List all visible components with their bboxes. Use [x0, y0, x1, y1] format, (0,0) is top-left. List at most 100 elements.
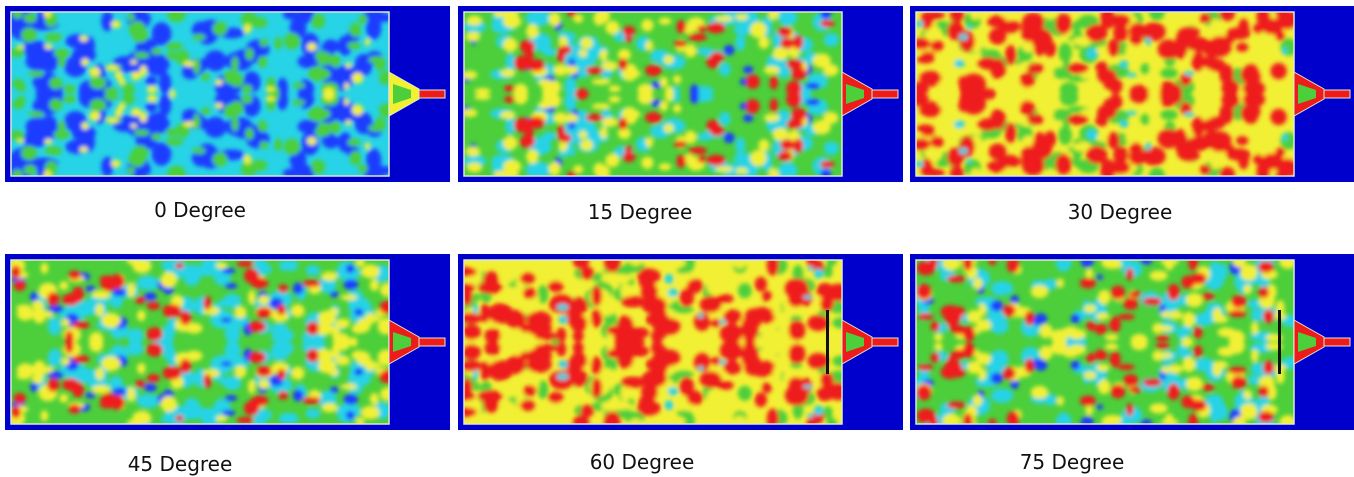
contour-blob: [1262, 360, 1275, 375]
contour-blob: [697, 366, 704, 372]
contour-blob: [1221, 91, 1240, 109]
contour-blob: [630, 418, 642, 424]
contour-blob: [505, 114, 516, 136]
contour-blob: [958, 147, 969, 155]
contour-blob: [158, 94, 172, 116]
contour-blob: [527, 59, 545, 72]
contour-blob: [91, 290, 111, 299]
contour-blob: [212, 21, 228, 36]
contour-blob: [1167, 283, 1180, 301]
contour-blob: [697, 155, 707, 163]
contour-blob: [127, 281, 136, 298]
contour-blob: [23, 164, 37, 176]
contour-blob: [88, 66, 101, 77]
contour-blob: [601, 117, 618, 127]
contour-blob: [673, 140, 687, 148]
contour-blob: [715, 166, 733, 173]
contour-blob: [706, 22, 726, 34]
contour-blob: [591, 78, 611, 85]
contour-blob: [556, 373, 569, 381]
contour-blob: [465, 33, 474, 41]
contour-blob: [499, 400, 509, 412]
contour-blob: [590, 308, 602, 328]
contour-blob: [53, 48, 71, 59]
outlet-core: [1298, 332, 1316, 352]
contour-blob: [777, 27, 793, 37]
contour-blob: [1186, 136, 1212, 152]
contour-blob: [1181, 339, 1194, 347]
contour-blob: [1199, 164, 1212, 175]
contour-blob: [358, 14, 368, 25]
contour-blob: [164, 137, 184, 146]
contour-blob: [127, 419, 137, 424]
contour-blob: [723, 309, 742, 324]
contour-blob: [580, 37, 593, 49]
contour-blob: [464, 267, 477, 277]
contour-blob: [1188, 260, 1199, 271]
contour-blob: [329, 291, 339, 298]
contour-blob: [978, 56, 998, 70]
contour-blob: [916, 37, 931, 50]
contour-blob: [505, 52, 516, 74]
contour-blob: [558, 45, 572, 55]
contour-blob: [1181, 12, 1200, 21]
contour-blob: [503, 159, 522, 173]
contour-blob: [47, 348, 62, 368]
contour-blob: [474, 93, 491, 100]
contour-blob: [659, 100, 668, 112]
contour-blob: [1032, 315, 1042, 326]
contour-blob: [942, 413, 961, 424]
contour-blob: [274, 36, 283, 50]
contour-blob: [1082, 94, 1092, 105]
contour-blob: [95, 367, 104, 381]
contour-blob: [1030, 28, 1053, 50]
contour-blob: [282, 12, 301, 20]
contour-blob: [1086, 48, 1098, 59]
contour-blob: [179, 358, 192, 374]
contour-blob: [1190, 399, 1207, 412]
contour-blob: [355, 417, 365, 424]
contour-blob: [333, 336, 351, 351]
contour-panel-0-degree: [5, 6, 450, 182]
contour-blob: [1281, 46, 1288, 56]
contour-blob: [1083, 371, 1097, 380]
contour-blob: [929, 260, 938, 269]
contour-blob: [1020, 22, 1036, 42]
contour-blob: [624, 35, 633, 43]
contour-blob: [1140, 62, 1150, 75]
contour-blob: [1030, 385, 1049, 399]
contour-blob: [743, 114, 754, 123]
contour-blob: [812, 120, 831, 135]
contour-blob: [1056, 396, 1064, 406]
contour-blob: [966, 25, 972, 30]
contour-blob: [1191, 116, 1205, 137]
contour-blob: [916, 384, 932, 401]
contour-blob: [283, 138, 301, 156]
contour-blob: [1232, 416, 1247, 424]
contour-panel-30-degree: [910, 6, 1354, 182]
contour-blob: [1117, 313, 1135, 320]
contour-panel-75-degree: [910, 254, 1354, 430]
contour-blob: [110, 159, 121, 168]
contour-blob: [283, 32, 301, 50]
contour-blob: [297, 12, 315, 24]
contour-blob: [1149, 12, 1165, 21]
contour-blob: [380, 387, 389, 401]
contour-blob: [354, 53, 373, 77]
contour-blob: [127, 386, 136, 403]
contour-blob: [958, 33, 969, 41]
contour-blob: [478, 389, 503, 403]
contour-blob: [519, 273, 535, 285]
contour-blob: [369, 393, 379, 405]
contour-blob: [337, 132, 352, 153]
contour-blob: [81, 58, 89, 66]
contour-blob: [768, 12, 780, 21]
contour-blob: [1182, 311, 1196, 328]
outlet-pipe: [418, 337, 446, 347]
contour-blob: [1238, 150, 1250, 170]
contour-blob: [580, 404, 595, 418]
contour-blob: [1212, 307, 1222, 322]
contour-blob: [522, 132, 532, 149]
contour-blob: [1231, 295, 1247, 308]
contour-blob: [44, 138, 53, 145]
